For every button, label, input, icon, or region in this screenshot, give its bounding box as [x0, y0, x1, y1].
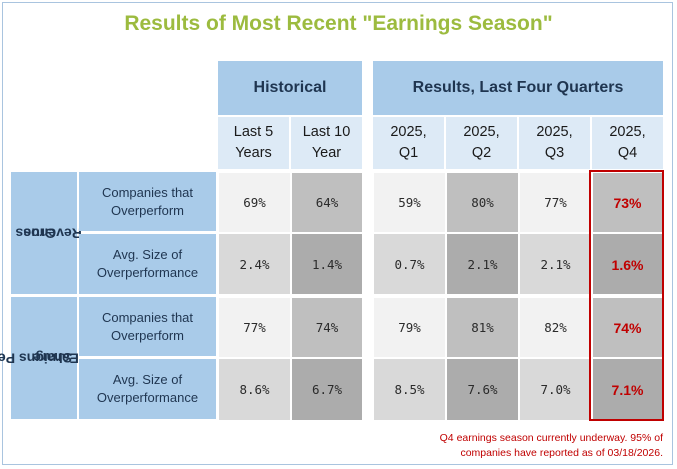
metric-line1: Companies that: [101, 309, 194, 325]
column-header-last-10-year: Last 10 Year: [291, 117, 362, 169]
column-header-line2: Q4: [617, 145, 638, 161]
metric-line1: Avg. Size of: [112, 247, 183, 262]
column-header-line1: 2025,: [536, 124, 573, 140]
metric-line2: Overperformance: [96, 390, 199, 405]
metric-label: Companies that Overperform: [79, 172, 216, 231]
column-header-2025-q2: 2025, Q2: [446, 117, 517, 169]
row-group-divider: [11, 294, 664, 297]
row-group-line2: Revenue: [23, 225, 82, 242]
value-cell-highlighted: 74%: [592, 297, 663, 358]
value-cell: 6.7%: [291, 358, 363, 421]
metric-line2: Overperform: [111, 202, 184, 218]
row-group-gross-revenue: Gross Revenue: [11, 172, 82, 294]
group-header-historical: Historical: [218, 61, 362, 115]
value-cell: 79%: [373, 297, 446, 358]
value-cell: 80%: [446, 172, 519, 233]
column-header-line1: 2025,: [463, 124, 500, 140]
value-cell: 69%: [218, 172, 291, 233]
column-header-last-5-years: Last 5 Years: [218, 117, 289, 169]
metric-label: Avg. Size of Overperformance: [79, 359, 216, 419]
value-cell: 77%: [218, 297, 291, 358]
footnote: Q4 earnings season currently underway. 9…: [439, 432, 663, 459]
column-header-line2: Years: [235, 145, 272, 161]
column-header-line1: 2025,: [609, 124, 646, 140]
value-cell: 7.0%: [519, 358, 592, 421]
column-header-2025-q1: 2025, Q1: [373, 117, 444, 169]
row-group-earnings-per-share: Earnigns Per Share: [0, 297, 79, 419]
column-header-2025-q4: 2025, Q4: [592, 117, 663, 169]
column-header-line1: 2025,: [390, 124, 427, 140]
value-cell: 59%: [373, 172, 446, 233]
value-cell: 81%: [446, 297, 519, 358]
value-cell: 2.4%: [218, 233, 291, 296]
value-cell-highlighted: 73%: [592, 172, 663, 233]
value-cell: 0.7%: [373, 233, 446, 296]
row-group-line2: Share: [33, 350, 72, 367]
value-cell: 64%: [291, 172, 363, 233]
value-cell: 82%: [519, 297, 592, 358]
value-cell-highlighted: 1.6%: [592, 233, 663, 296]
value-cell: 1.4%: [291, 233, 363, 296]
value-cell: 7.6%: [446, 358, 519, 421]
column-header-line2: Q1: [398, 145, 419, 161]
metric-label: Avg. Size of Overperformance: [79, 234, 216, 294]
value-cell-highlighted: 7.1%: [592, 358, 663, 421]
value-cell: 8.6%: [218, 358, 291, 421]
column-header-line2: Q2: [471, 145, 492, 161]
column-header-2025-q3: 2025, Q3: [519, 117, 590, 169]
group-header-recent-quarters: Results, Last Four Quarters: [373, 61, 663, 115]
column-header-line2: Year: [311, 145, 342, 161]
metric-label: Companies that Overperform: [79, 297, 216, 356]
metric-line1: Avg. Size of: [112, 372, 183, 387]
value-cell: 2.1%: [446, 233, 519, 296]
metric-line1: Companies that: [101, 184, 194, 200]
column-header-line1: Last 10: [302, 124, 351, 140]
column-header-line2: Q3: [544, 145, 565, 161]
metric-line2: Overperformance: [96, 265, 199, 280]
metric-line2: Overperform: [111, 327, 184, 343]
value-cell: 77%: [519, 172, 592, 233]
value-cell: 2.1%: [519, 233, 592, 296]
page-title: Results of Most Recent "Earnings Season": [124, 12, 553, 35]
value-cell: 74%: [291, 297, 363, 358]
value-cell: 8.5%: [373, 358, 446, 421]
column-header-line1: Last 5: [233, 124, 274, 140]
